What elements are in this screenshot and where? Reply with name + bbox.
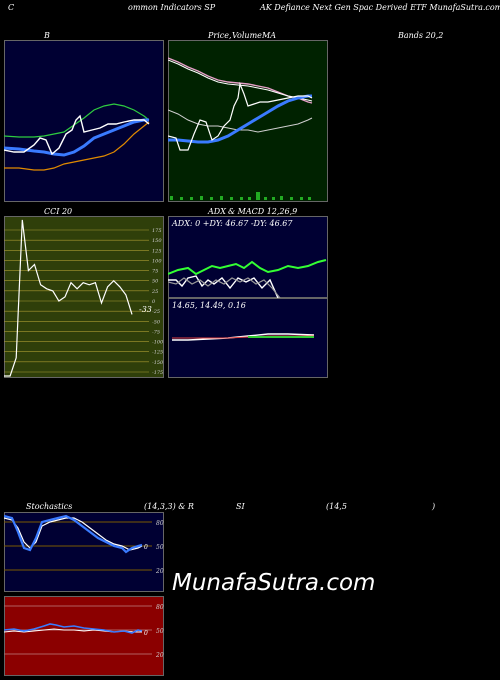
volume-bars (170, 192, 311, 200)
header-etf-name: AK Defiance Next Gen Spac Derived ETF Mu… (260, 3, 500, 12)
rsi-close: ) (432, 502, 436, 511)
cci-last-value: -33 (139, 305, 152, 314)
cci-tick-label: -175 (152, 370, 163, 376)
cci-tick-label: -25 (152, 309, 160, 315)
rsi-tick-20: 20 (155, 652, 164, 659)
cci-tick-label: 25 (151, 289, 158, 295)
rsi-tick-50: 50 (156, 628, 164, 635)
rsi-blue-line (4, 623, 143, 634)
cci-tick-label: 175 (152, 228, 162, 234)
bb-price-line (4, 114, 150, 156)
volume-title: Volume (232, 31, 262, 40)
bands-title: Bands 20,2 (398, 31, 444, 40)
bb-lower-band (4, 121, 150, 171)
macd-panel: 14.65, 14.49, 0.16 (168, 298, 328, 378)
cci-panel: 175 150 125 100 75 50 25 0 -25 -50 -75 -100 -125 -150… (4, 216, 164, 378)
adx-panel: ADX: 0 +DY: 46.67 -DY: 46.67 (168, 216, 328, 298)
rsi-params: (14,5 (326, 502, 347, 511)
stoch-k-line (4, 514, 143, 554)
bb-upper-band (4, 103, 150, 138)
cci-tick-label: -150 (152, 360, 164, 366)
bollinger-panel (4, 40, 164, 202)
watermark: MunafaSutra.com (172, 570, 376, 596)
adx-bg (168, 216, 328, 298)
stoch-tick-50: 50 (156, 544, 164, 551)
adx-readout: ADX: 0 +DY: 46.67 -DY: 46.67 (171, 219, 293, 228)
macd-histogram (248, 336, 314, 338)
adx-line (168, 277, 281, 298)
price-bg (168, 40, 328, 202)
rsi-bg (4, 596, 164, 676)
stoch-tick-20: 20 (155, 568, 164, 575)
rsi-panel: 80 50 20 0 (4, 596, 164, 676)
cci-tick-label: 50 (152, 279, 159, 285)
cci-tick-label: 75 (152, 269, 158, 275)
stoch-bg (4, 512, 164, 592)
stochastics-panel: 80 50 20 0 (4, 512, 164, 592)
header-left: C (8, 3, 15, 12)
cci-tick-label: 0 (152, 299, 156, 305)
cci-tick-label: -100 (152, 340, 164, 346)
macd-readout: 14.65, 14.49, 0.16 (172, 301, 246, 310)
cci-tick-label: 150 (152, 238, 162, 244)
cci-tick-label: 125 (152, 248, 162, 254)
cci-tick-labels: 175 150 125 100 75 50 25 0 -25 -50 -75 -100 -125 -150… (151, 228, 164, 376)
rsi-tick-80: 80 (156, 604, 164, 611)
bb-middle-band (4, 118, 149, 157)
stoch-last-label: 0 (144, 544, 148, 551)
ma-title: MA (262, 31, 276, 40)
cci-tick-label: 100 (152, 258, 162, 264)
bb-title: B (44, 31, 50, 40)
macd-title: & MACD 12,26,9 (228, 207, 298, 216)
cci-tick-label: -125 (152, 350, 163, 356)
cci-line (4, 219, 133, 377)
ma-gray-band (168, 109, 313, 133)
stoch-title: Stochastics (26, 502, 73, 511)
stoch-params: (14,3,3) & R (144, 502, 194, 511)
rsi-last-label: 0 (144, 630, 148, 637)
cci-bg (4, 216, 164, 378)
stoch-tick-80: 80 (156, 520, 164, 527)
adx-title: ADX (208, 207, 226, 216)
price-white-line (168, 81, 313, 151)
cci-title: CCI 20 (44, 207, 73, 216)
ma-blue-line (168, 94, 312, 144)
adx-plus-dy-line (168, 259, 327, 276)
price-title: Price, (208, 31, 232, 40)
rsi-title: SI (236, 502, 245, 511)
header-common-indicators: ommon Indicators SP (128, 3, 216, 12)
price-volume-ma-panel (168, 40, 328, 202)
cci-tick-label: -50 (152, 319, 161, 325)
cci-tick-label: -75 (152, 329, 160, 335)
